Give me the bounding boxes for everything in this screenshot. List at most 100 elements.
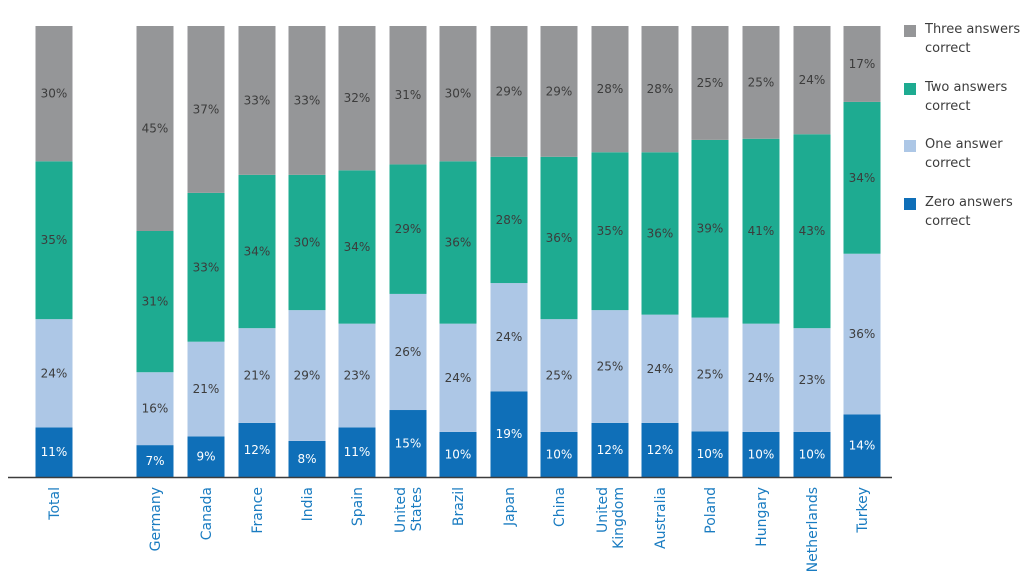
bar-segment-france-two-answers-correct [238,174,276,329]
data-label-brazil-one-answer-correct: 24% [445,371,472,385]
data-label-netherlands-zero-answers-correct: 10% [799,447,826,461]
data-label-total-two-answers-correct: 35% [41,233,68,247]
category-label-india: India [300,487,316,521]
data-label-china-three-answers-correct: 29% [546,84,573,98]
data-label-brazil-three-answers-correct: 30% [445,87,472,101]
bar-segment-australia-one-answer-correct [641,314,679,423]
bar-segment-germany-two-answers-correct [136,231,174,373]
data-label-turkey-one-answer-correct: 36% [849,327,876,341]
bar-segment-hungary-two-answers-correct [742,138,780,324]
data-label-brazil-two-answers-correct: 36% [445,235,472,249]
bar-segment-poland-zero-answers-correct [691,431,729,477]
bar-segment-spain-one-answer-correct [338,323,376,428]
bar-segment-india-two-answers-correct [288,174,326,311]
bar-segment-germany-zero-answers-correct [136,445,174,477]
data-label-germany-three-answers-correct: 45% [142,122,169,136]
data-label-india-one-answer-correct: 29% [294,369,321,383]
data-label-france-two-answers-correct: 34% [244,245,271,259]
category-label-canada: Canada [199,487,215,540]
bar-segment-canada-zero-answers-correct [187,436,225,477]
bar-segment-japan-two-answers-correct [490,156,528,284]
bar-segment-australia-two-answers-correct [641,152,679,315]
data-label-spain-three-answers-correct: 32% [344,91,371,105]
bar-segment-hungary-zero-answers-correct [742,431,780,477]
bar-segment-china-two-answers-correct [540,156,578,320]
bar-segment-france-zero-answers-correct [238,422,276,477]
bar-segment-turkey-three-answers-correct [843,26,881,102]
legend-label-three-answers: Three answers correct [925,22,1021,56]
data-label-united-kingdom-one-answer-correct: 25% [597,360,624,374]
data-label-turkey-two-answers-correct: 34% [849,171,876,185]
bar-segment-united-kingdom-two-answers-correct [591,152,629,311]
bar-segment-united-kingdom-one-answer-correct [591,310,629,423]
data-label-netherlands-one-answer-correct: 23% [799,373,826,387]
data-label-spain-one-answer-correct: 23% [344,369,371,383]
bar-segment-japan-zero-answers-correct [490,391,528,477]
bar-segment-brazil-three-answers-correct [439,26,477,162]
bar-segment-canada-three-answers-correct [187,26,225,193]
bar-segment-hungary-three-answers-correct [742,26,780,139]
data-label-canada-three-answers-correct: 37% [193,102,220,116]
bar-segment-turkey-two-answers-correct [843,101,881,254]
data-label-united-states-three-answers-correct: 31% [395,88,422,102]
legend-label-zero-answers: Zero answers correct [925,195,1013,229]
data-label-brazil-zero-answers-correct: 10% [445,447,472,461]
bar-segment-total-two-answers-correct [35,161,73,320]
data-label-australia-three-answers-correct: 28% [647,82,674,96]
data-label-total-zero-answers-correct: 11% [41,445,68,459]
category-label-hungary: Hungary [754,487,770,547]
category-label-spain: Spain [350,487,366,526]
data-label-hungary-two-answers-correct: 41% [748,224,775,238]
data-label-canada-zero-answers-correct: 9% [196,450,215,464]
data-label-netherlands-two-answers-correct: 43% [799,224,826,238]
bar-segment-hungary-one-answer-correct [742,323,780,432]
bar-segment-poland-three-answers-correct [691,26,729,140]
bar-segment-india-one-answer-correct [288,310,326,441]
bar-segment-china-three-answers-correct [540,26,578,157]
bar-segment-brazil-one-answer-correct [439,323,477,432]
category-label-germany: Germany [148,487,164,551]
category-label-poland: Poland [703,487,719,534]
bar-segment-canada-one-answer-correct [187,341,225,437]
bar-segment-united-states-one-answer-correct [389,293,427,411]
bar-segment-united-states-zero-answers-correct [389,410,427,477]
bar-segment-poland-two-answers-correct [691,139,729,318]
category-label-netherlands: Netherlands [805,487,821,572]
bar-segment-netherlands-one-answer-correct [793,328,831,432]
data-label-canada-one-answer-correct: 21% [193,382,220,396]
data-label-canada-two-answers-correct: 33% [193,260,220,274]
bar-segment-australia-zero-answers-correct [641,422,679,477]
bar-segment-united-kingdom-three-answers-correct [591,26,629,153]
data-label-germany-zero-answers-correct: 7% [145,454,164,468]
data-label-hungary-one-answer-correct: 24% [748,371,775,385]
data-label-germany-one-answer-correct: 16% [142,402,169,416]
data-label-hungary-zero-answers-correct: 10% [748,447,775,461]
category-label-united-kingdom: UnitedKingdom [595,487,627,549]
bar-segment-united-states-two-answers-correct [389,164,427,294]
bar-segment-brazil-zero-answers-correct [439,431,477,477]
bar-segment-total-one-answer-correct [35,319,73,428]
legend-label-one-answer: One answer correct [925,137,1003,171]
category-label-total: Total [47,487,63,521]
bar-segment-japan-one-answer-correct [490,283,528,392]
data-label-united-states-zero-answers-correct: 15% [395,437,422,451]
bar-segment-france-one-answer-correct [238,328,276,423]
data-label-australia-one-answer-correct: 24% [647,362,674,376]
bar-segment-poland-one-answer-correct [691,317,729,432]
data-label-india-zero-answers-correct: 8% [297,452,316,466]
bar-segment-india-zero-answers-correct [288,440,326,477]
bar-segment-spain-three-answers-correct [338,26,376,171]
data-label-poland-zero-answers-correct: 10% [697,447,724,461]
data-label-poland-two-answers-correct: 39% [697,222,724,236]
data-label-india-two-answers-correct: 30% [294,235,321,249]
data-label-total-three-answers-correct: 30% [41,87,68,101]
bar-segment-france-three-answers-correct [238,26,276,175]
bar-segment-united-states-three-answers-correct [389,26,427,165]
data-label-netherlands-three-answers-correct: 24% [799,73,826,87]
legend-swatch-zero-answers [904,198,916,210]
data-label-france-one-answer-correct: 21% [244,369,271,383]
category-label-united-states: UnitedStates [393,487,425,533]
bar-segment-total-three-answers-correct [35,26,73,162]
bar-segment-netherlands-three-answers-correct [793,26,831,135]
legend-swatch-three-answers [904,25,916,37]
